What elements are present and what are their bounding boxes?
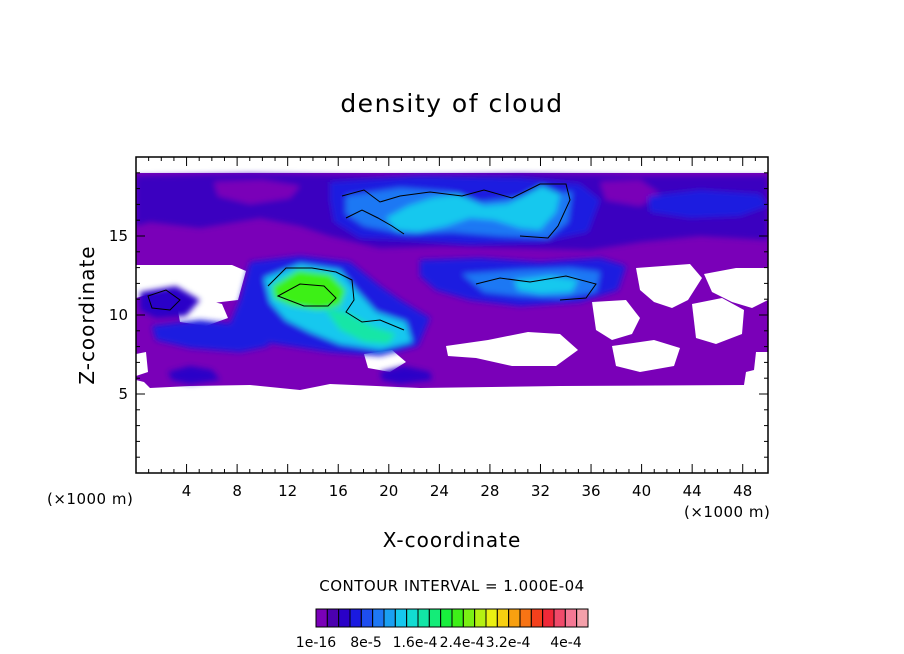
colorbar-swatch — [576, 608, 589, 628]
colorbar-swatch — [383, 608, 396, 628]
density-field — [136, 157, 768, 473]
colorbar-swatch — [349, 608, 362, 628]
contour-lines — [147, 183, 597, 331]
y-tick-label: 5 — [118, 385, 128, 403]
x-tick-label: 8 — [232, 482, 242, 500]
x-axis-title: X-coordinate — [383, 528, 522, 552]
y-tick-label: 10 — [109, 306, 128, 324]
colorbar-swatch — [542, 608, 555, 628]
colorbar-swatch — [519, 608, 532, 628]
colorbar-swatch — [372, 608, 385, 628]
colorbar-label: 3.2e-4 — [486, 635, 531, 651]
colorbar-swatch — [496, 608, 510, 628]
colorbar-swatch — [428, 608, 442, 628]
colorbar-swatch — [451, 608, 464, 628]
chart-title: density of cloud — [340, 89, 563, 118]
x-tick-label: 36 — [581, 482, 600, 500]
colorbar-label: 4e-4 — [550, 635, 582, 651]
density-structures — [136, 174, 768, 384]
colorbar-swatch — [338, 608, 351, 628]
colorbar-swatch — [462, 608, 476, 628]
y-tick-label: 15 — [109, 227, 128, 245]
contour-interval-label: CONTOUR INTERVAL = 1.000E-04 — [319, 577, 584, 595]
x-tick-label: 16 — [329, 482, 348, 500]
colorbar-swatch — [394, 608, 408, 628]
colorbar-swatch — [360, 608, 374, 628]
colorbar-swatch — [417, 608, 430, 628]
x-tick-label: 20 — [379, 482, 398, 500]
colorbar — [315, 608, 589, 628]
x-tick-label: 24 — [430, 482, 449, 500]
colorbar-labels: 1e-16 8e-5 1.6e-4 2.4e-4 3.2e-4 4e-4 — [296, 635, 582, 651]
colorbar-swatch — [564, 608, 578, 628]
y-axis-title: Z-coordinate — [75, 245, 99, 384]
colorbar-swatch — [508, 608, 521, 628]
clear-air-gaps — [136, 264, 768, 376]
x-tick-label: 12 — [278, 482, 297, 500]
x-tick-label: 44 — [683, 482, 702, 500]
x-unit-note: (×1000 m) — [684, 503, 770, 521]
x-tick-label: 28 — [480, 482, 499, 500]
colorbar-label: 2.4e-4 — [440, 635, 485, 651]
colorbar-label: 8e-5 — [350, 635, 381, 651]
x-tick-label: 48 — [733, 482, 752, 500]
colorbar-swatch — [326, 608, 340, 628]
colorbar-label: 1e-16 — [296, 635, 336, 651]
colorbar-swatch — [553, 608, 566, 628]
colorbar-swatch — [530, 608, 544, 628]
x-tick-label: 32 — [531, 482, 550, 500]
x-tick-label: 40 — [632, 482, 651, 500]
colorbar-swatch — [474, 608, 487, 628]
colorbar-label: 1.6e-4 — [393, 635, 438, 651]
x-tick-label: 4 — [182, 482, 192, 500]
y-unit-note: (×1000 m) — [47, 490, 133, 508]
y-axis: 5 10 15 — [109, 172, 768, 458]
colorbar-swatch — [406, 608, 419, 628]
colorbar-swatch — [315, 608, 328, 628]
colorbar-swatch — [485, 608, 498, 628]
x-axis: 4 8 12 16 20 24 28 32 36 40 44 48 — [148, 157, 756, 500]
colorbar-swatch — [440, 608, 453, 628]
